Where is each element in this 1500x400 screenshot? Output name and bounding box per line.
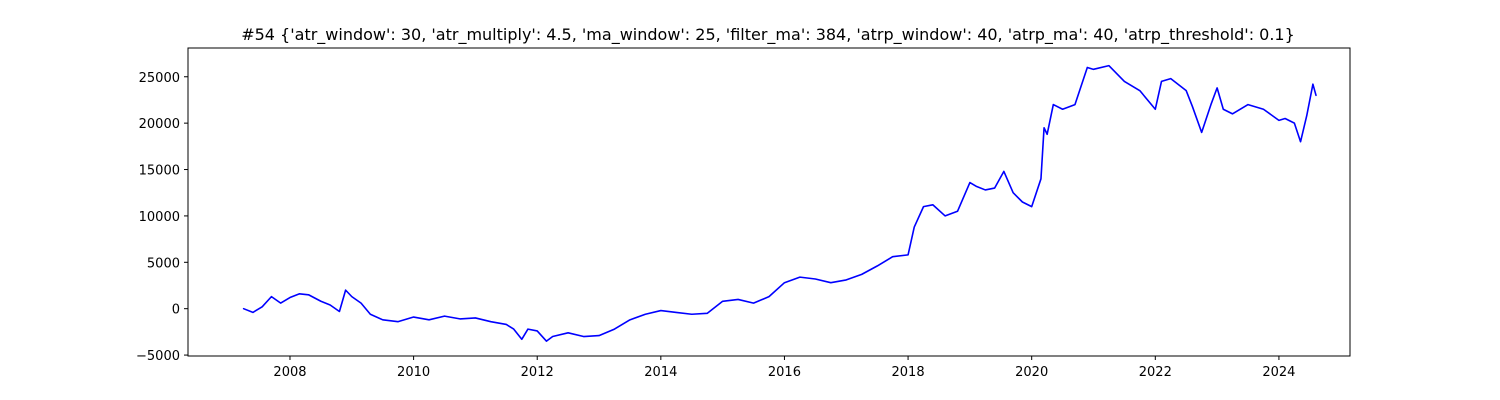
- x-tick-label: 2024: [1262, 365, 1295, 380]
- y-tick-label: 20000: [139, 117, 180, 132]
- x-tick-label: 2018: [892, 365, 925, 380]
- x-tick-label: 2016: [768, 365, 801, 380]
- plot-area: [242, 64, 1317, 342]
- x-tick-label: 2020: [1015, 365, 1048, 380]
- y-tick-label: 15000: [139, 164, 180, 179]
- y-tick-label: 10000: [139, 210, 180, 225]
- x-tick-label: 2008: [273, 365, 306, 380]
- x-tick-label: 2010: [397, 365, 430, 380]
- y-tick-label: −5000: [136, 349, 180, 364]
- series-line-0: [242, 64, 1317, 342]
- y-tick-label: 5000: [147, 256, 180, 271]
- axes-frame: [187, 47, 1351, 357]
- x-tick-label: 2014: [644, 365, 677, 380]
- axes: 2008 2010 2012 2014 2016 2018 2020 2022 2024 −500…: [136, 47, 1351, 380]
- x-tick-label: 2022: [1139, 365, 1172, 380]
- y-tick-label: 0: [172, 303, 180, 318]
- x-tick-label: 2012: [521, 365, 554, 380]
- chart-title: #54 {'atr_window': 30, 'atr_multiply': 4…: [241, 25, 1295, 45]
- y-tick-label: 25000: [139, 71, 180, 86]
